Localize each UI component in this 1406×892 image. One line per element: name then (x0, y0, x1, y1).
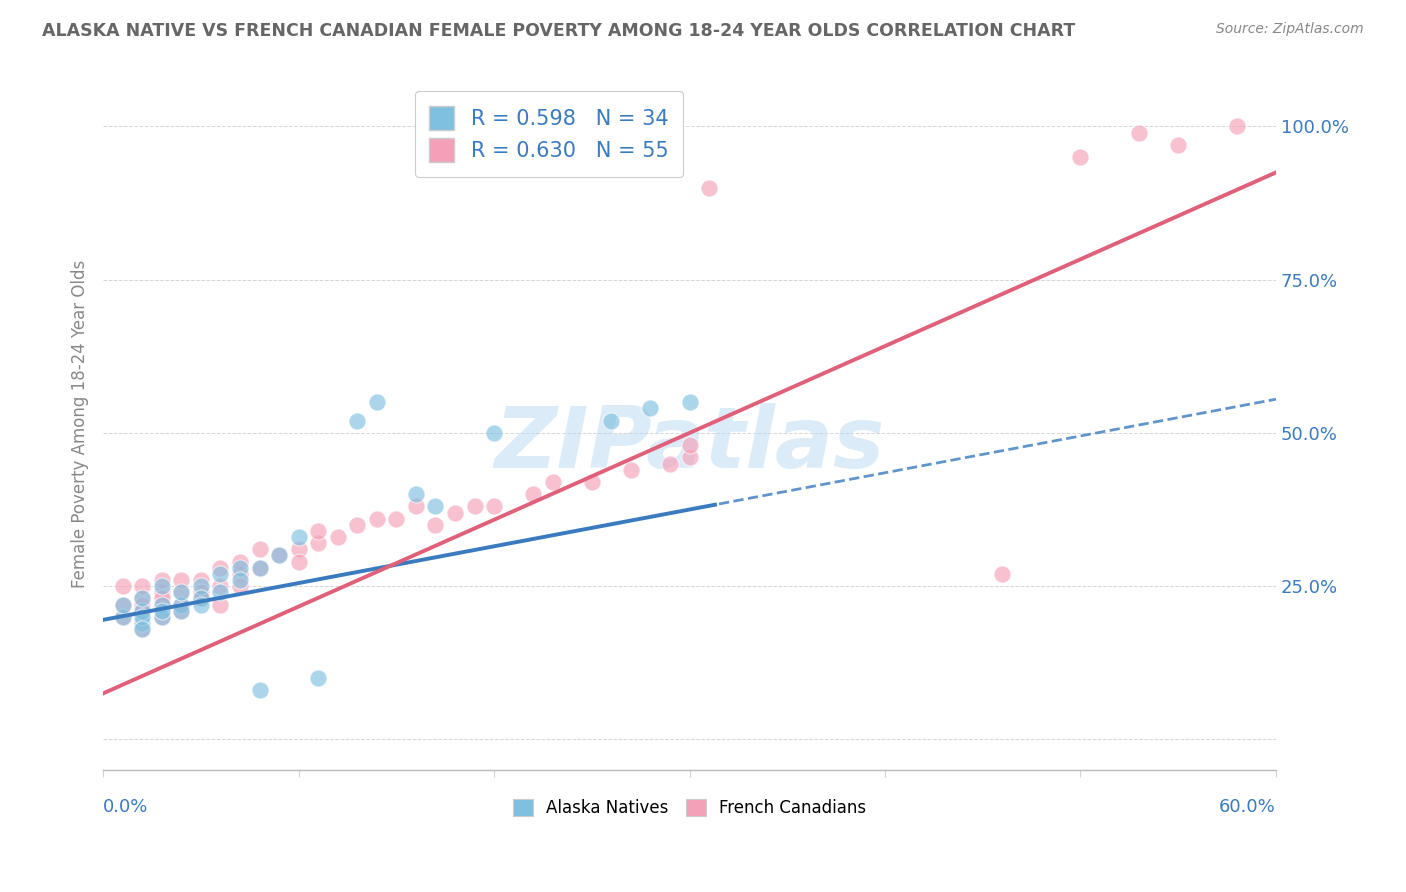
Point (150, 598, 173, 612)
Point (1226, 120, 1249, 134)
Legend: Alaska Natives, French Canadians: Alaska Natives, French Canadians (506, 792, 873, 824)
Point (287, 542, 309, 557)
Point (249, 560, 271, 574)
Point (1128, 126, 1150, 140)
Point (405, 487, 427, 501)
Point (346, 517, 368, 532)
Point (229, 555, 252, 569)
Point (267, 549, 290, 563)
Point (678, 450, 700, 465)
Point (150, 591, 173, 606)
Point (522, 487, 544, 501)
Point (111, 598, 134, 612)
Text: Source: ZipAtlas.com: Source: ZipAtlas.com (1216, 22, 1364, 37)
Point (190, 598, 212, 612)
Point (190, 579, 212, 593)
Text: ZIPatlas: ZIPatlas (495, 403, 884, 486)
Text: ALASKA NATIVE VS FRENCH CANADIAN FEMALE POVERTY AMONG 18-24 YEAR OLDS CORRELATIO: ALASKA NATIVE VS FRENCH CANADIAN FEMALE … (42, 22, 1076, 40)
Point (131, 609, 153, 624)
Point (209, 566, 232, 581)
Point (620, 463, 643, 477)
Point (464, 500, 486, 514)
Point (697, 180, 720, 194)
Point (482, 425, 505, 440)
Point (150, 585, 173, 599)
Text: 60.0%: 60.0% (1219, 797, 1277, 815)
Point (444, 506, 467, 520)
Point (229, 573, 252, 587)
Point (385, 512, 408, 526)
Point (307, 524, 329, 538)
Point (111, 609, 134, 624)
Point (366, 395, 388, 409)
Point (346, 414, 368, 428)
Point (131, 604, 153, 618)
Point (249, 683, 271, 698)
Point (150, 573, 173, 587)
Point (678, 395, 700, 409)
Point (170, 604, 193, 618)
Point (111, 609, 134, 624)
Point (405, 500, 427, 514)
Point (170, 598, 193, 612)
Point (581, 475, 603, 489)
Point (287, 555, 309, 569)
Point (131, 615, 153, 630)
Point (229, 579, 252, 593)
Point (541, 475, 564, 489)
Point (131, 591, 153, 606)
Point (249, 560, 271, 574)
Point (1167, 137, 1189, 152)
Point (170, 604, 193, 618)
Point (150, 579, 173, 593)
Point (131, 604, 153, 618)
Point (209, 579, 232, 593)
Point (482, 500, 505, 514)
Point (131, 598, 153, 612)
Text: 0.0%: 0.0% (103, 797, 149, 815)
Point (170, 573, 193, 587)
Point (170, 598, 193, 612)
Point (170, 585, 193, 599)
Point (366, 512, 388, 526)
Point (659, 457, 682, 471)
Point (209, 598, 232, 612)
Point (131, 622, 153, 636)
Point (640, 401, 662, 416)
Point (425, 517, 447, 532)
Point (190, 585, 212, 599)
Point (267, 549, 290, 563)
Point (209, 560, 232, 574)
Point (249, 542, 271, 557)
Point (111, 598, 134, 612)
Point (131, 579, 153, 593)
Point (170, 585, 193, 599)
Point (600, 414, 623, 428)
Point (287, 530, 309, 544)
Point (991, 566, 1014, 581)
Point (425, 500, 447, 514)
Point (307, 536, 329, 550)
Point (150, 609, 173, 624)
Point (678, 438, 700, 452)
Point (307, 671, 329, 685)
Point (131, 591, 153, 606)
Point (150, 598, 173, 612)
Point (209, 585, 232, 599)
Point (131, 622, 153, 636)
Point (150, 604, 173, 618)
Point (190, 573, 212, 587)
Point (150, 609, 173, 624)
Point (229, 566, 252, 581)
Point (229, 560, 252, 574)
Point (111, 579, 134, 593)
Point (190, 591, 212, 606)
Y-axis label: Female Poverty Among 18-24 Year Olds: Female Poverty Among 18-24 Year Olds (72, 260, 89, 588)
Point (1069, 150, 1091, 164)
Point (190, 591, 212, 606)
Point (326, 530, 349, 544)
